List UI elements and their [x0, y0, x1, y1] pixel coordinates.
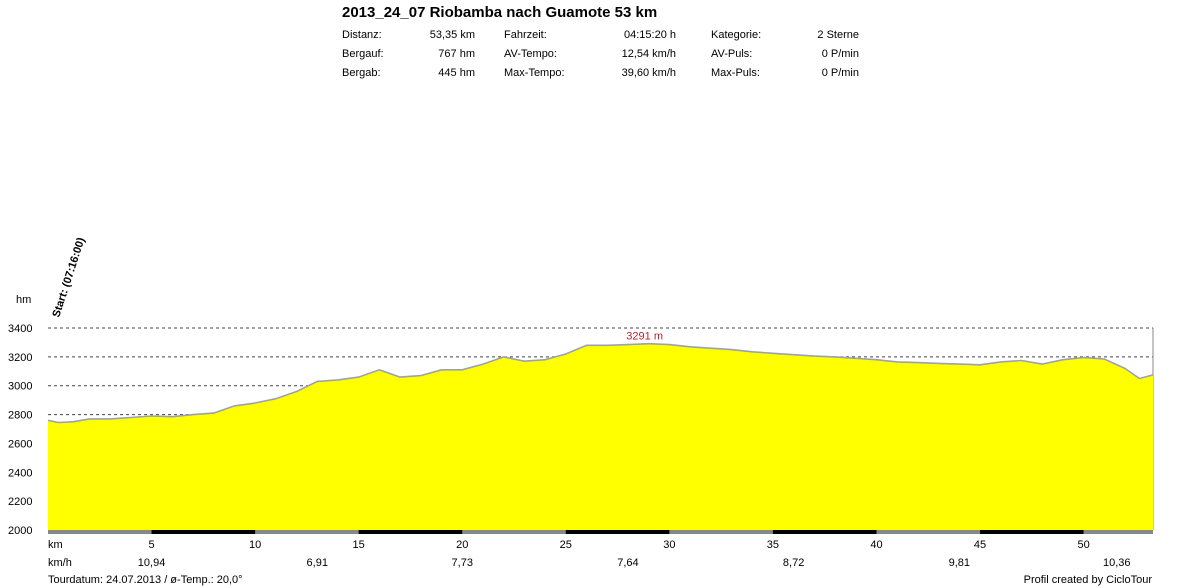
- avg-speed-value: 12,54 km/h: [621, 48, 676, 60]
- avg-pulse-value: 0 P/min: [821, 48, 859, 60]
- x-tick-label: 45: [974, 539, 986, 551]
- stats-row: Bergab: 445 hm Max-Tempo: 39,60 km/h Max…: [342, 67, 862, 81]
- speed-label: 9,81: [949, 557, 970, 569]
- descent-label: Bergab:: [342, 67, 381, 79]
- elevation-area: [48, 343, 1153, 530]
- ascent-value: 767 hm: [438, 48, 475, 60]
- x-axis-bar: [1083, 530, 1153, 534]
- elevation-line: [47, 342, 1154, 424]
- y-tick-label: 3000: [8, 381, 32, 393]
- x-tick-label: 10: [249, 539, 261, 551]
- max-elevation-label: 3291 m: [626, 331, 663, 343]
- distance-label: Distanz:: [342, 29, 382, 41]
- y-tick-label: 2400: [8, 467, 32, 479]
- x-axis-bar: [565, 530, 670, 534]
- stats-row: Distanz: 53,35 km Fahrzeit: 04:15:20 h K…: [342, 29, 862, 43]
- speed-label: 10,94: [138, 557, 166, 569]
- tour-date-footer: Tourdatum: 24.07.2013 / ø-Temp.: 20,0°: [48, 574, 243, 586]
- x-tick-label: 25: [560, 539, 572, 551]
- x-axis-bar: [980, 530, 1084, 534]
- ride-time-label: Fahrzeit:: [504, 29, 547, 41]
- y-tick-label: 2000: [8, 525, 32, 537]
- axis-marks: 2000 2200 2400 2600 2800 3000 3200 3400 5 10 15 20 2…: [8, 323, 1153, 569]
- avg-speed-label: AV-Tempo:: [504, 48, 557, 60]
- x-tick-label: 35: [767, 539, 779, 551]
- x-axis-bar: [772, 530, 877, 534]
- speed-label: 8,72: [783, 557, 804, 569]
- y-tick-label: 3200: [8, 352, 32, 364]
- x-tick-label: 50: [1077, 539, 1089, 551]
- speed-axis-label: km/h: [48, 557, 72, 569]
- descent-value: 445 hm: [438, 67, 475, 79]
- ride-time-value: 04:15:20 h: [624, 29, 676, 41]
- x-tick-label: 30: [663, 539, 675, 551]
- y-tick-label: 3400: [8, 323, 32, 335]
- x-tick-label: 15: [353, 539, 365, 551]
- category-label: Kategorie:: [711, 29, 762, 41]
- stats-row: Bergauf: 767 hm AV-Tempo: 12,54 km/h AV-…: [342, 48, 862, 62]
- category-value: 2 Sterne: [817, 29, 859, 41]
- max-speed-label: Max-Tempo:: [504, 67, 565, 79]
- x-axis-label: km: [48, 539, 63, 551]
- tour-title: 2013_24_07 Riobamba nach Guamote 53 km: [342, 4, 658, 21]
- y-tick-label: 2600: [8, 438, 32, 450]
- max-pulse-value: 0 P/min: [821, 67, 859, 79]
- speed-label: 10,36: [1103, 557, 1131, 569]
- avg-pulse-label: AV-Puls:: [711, 48, 753, 60]
- ascent-label: Bergauf:: [342, 48, 384, 60]
- x-tick-label: 5: [148, 539, 154, 551]
- max-pulse-label: Max-Puls:: [711, 67, 760, 79]
- y-tick-label: 2800: [8, 410, 32, 422]
- speed-label: 6,91: [307, 557, 328, 569]
- speed-label: 7,73: [452, 557, 473, 569]
- credit-footer: Profil created by CicloTour: [1023, 574, 1152, 586]
- start-label: Start: (07:16:00): [50, 236, 87, 319]
- y-axis-label: hm: [16, 294, 31, 306]
- x-axis-bar: [358, 530, 463, 534]
- distance-value: 53,35 km: [429, 29, 475, 41]
- x-tick-label: 20: [456, 539, 468, 551]
- max-speed-value: 39,60 km/h: [621, 67, 676, 79]
- speed-label: 7,64: [617, 557, 638, 569]
- x-tick-label: 40: [870, 539, 882, 551]
- y-tick-label: 2200: [8, 496, 32, 508]
- x-axis-bar: [151, 530, 256, 534]
